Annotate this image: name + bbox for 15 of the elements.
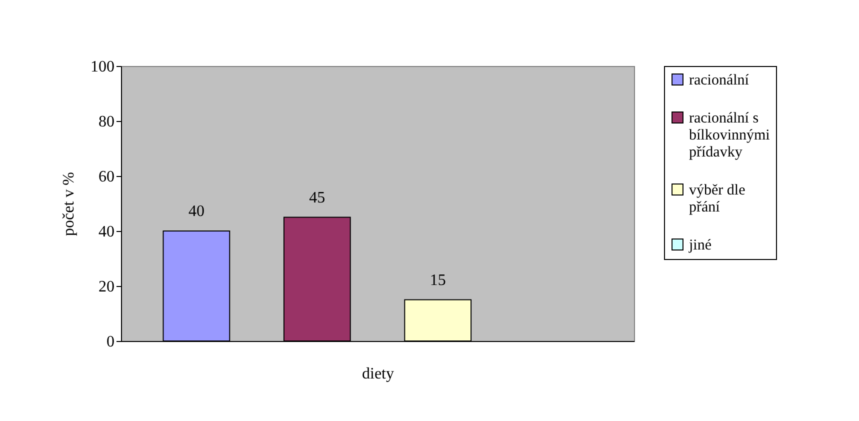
data-label: 45: [309, 189, 326, 206]
data-label: 40: [188, 203, 204, 220]
x-axis-title: diety: [362, 366, 394, 382]
y-tick-label: 60: [98, 168, 114, 186]
legend-label: racionální s bílkovinnými přídavky: [689, 110, 770, 160]
y-tick-label: 20: [98, 278, 114, 296]
y-tick-label: 100: [90, 58, 114, 76]
legend-label: racionální: [689, 72, 750, 88]
data-label: 15: [430, 272, 446, 289]
y-axis-title: počet v %: [60, 172, 78, 236]
y-tick-label: 80: [98, 114, 114, 130]
y-tick-label: 0: [106, 334, 114, 350]
legend-label: jiné: [688, 238, 712, 254]
legend-label: výběr dle přání: [689, 182, 746, 216]
y-tick-label: 40: [98, 224, 114, 240]
